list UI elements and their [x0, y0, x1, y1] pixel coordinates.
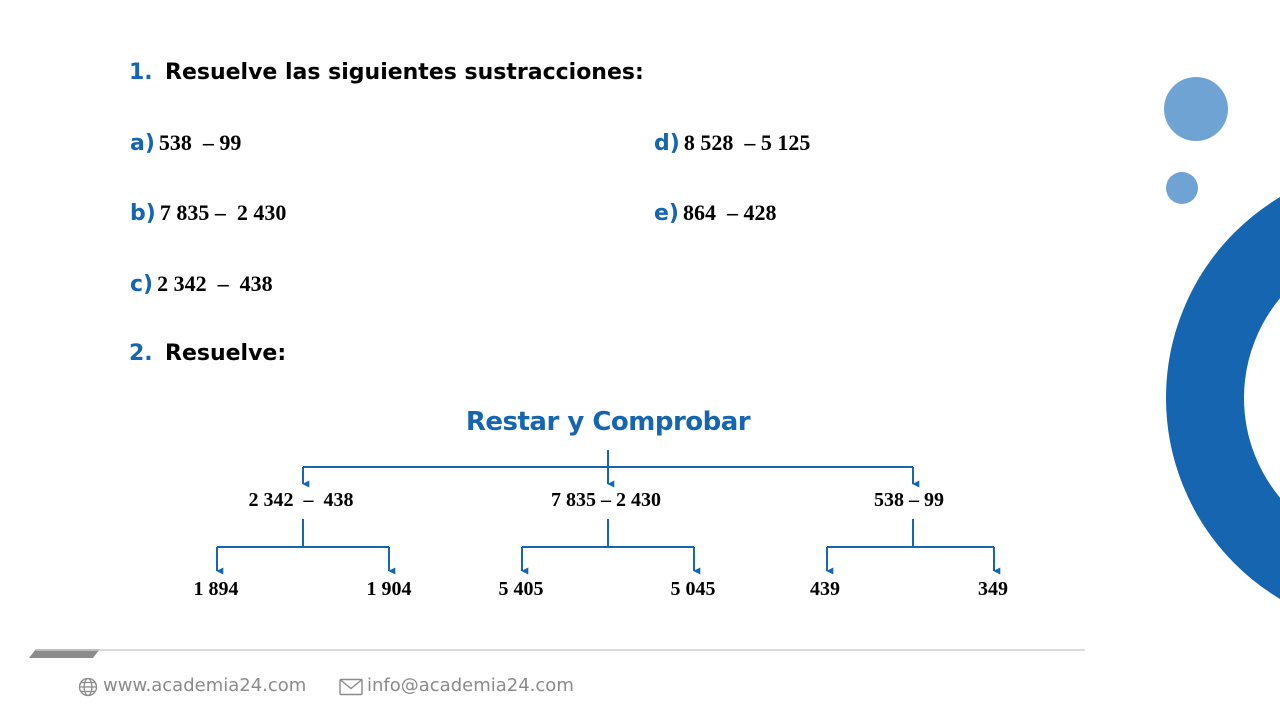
ring-decoration — [1166, 197, 1280, 599]
website-text: www.academia24.com — [103, 675, 307, 696]
envelope-icon — [339, 678, 363, 696]
diagram-title: Restar y Comprobar — [465, 407, 751, 437]
exercise-a: a) 538 – 99 — [130, 130, 241, 156]
large-dot-decoration — [1164, 77, 1228, 141]
diagram-answer-option: 1 894 — [193, 578, 239, 600]
globe-icon — [78, 677, 98, 697]
exercise-expression: 538 – 99 — [158, 130, 242, 155]
exercise-expression: 2 342 – 438 — [157, 271, 273, 296]
exercise-label: e) — [654, 201, 679, 226]
diagram-node-expression: 7 835 – 2 430 — [551, 489, 661, 511]
exercise-label: d) — [654, 131, 680, 156]
section-2-title: Resuelve: — [165, 341, 287, 366]
diagram-answer-option: 1 904 — [366, 578, 412, 600]
exercise-expression: 7 835 – 2 430 — [159, 200, 287, 225]
diagram-answer-option: 349 — [978, 578, 1008, 600]
section-1-number: 1. — [129, 60, 153, 85]
diagram-answer-option: 5 045 — [670, 578, 716, 600]
exercise-label: a) — [130, 131, 155, 156]
section-1-title: Resuelve las siguientes sustracciones: — [165, 60, 644, 85]
email-text: info@academia24.com — [367, 675, 574, 696]
exercise-c: c) 2 342 – 438 — [130, 271, 273, 297]
exercise-b: b) 7 835 – 2 430 — [130, 200, 286, 226]
exercise-expression: 864 – 428 — [682, 200, 777, 225]
exercise-label: c) — [130, 272, 154, 297]
section-2-number: 2. — [129, 341, 153, 366]
exercise-expression: 8 528 – 5 125 — [683, 130, 811, 155]
exercise-e: e) 864 – 428 — [654, 200, 776, 226]
diagram-node-expression: 538 – 99 — [874, 489, 944, 511]
diagram-node-expression: 2 342 – 438 — [248, 489, 354, 511]
exercise-label: b) — [130, 201, 156, 226]
diagram-answer-option: 439 — [810, 578, 840, 600]
footer-accent-bar — [29, 649, 100, 658]
exercise-d: d) 8 528 – 5 125 — [654, 130, 810, 156]
section-2-heading: 2. Resuelve: — [129, 341, 286, 366]
small-dot-decoration — [1166, 172, 1198, 204]
diagram-answer-option: 5 405 — [498, 578, 544, 600]
section-1-heading: 1. Resuelve las siguientes sustracciones: — [129, 60, 644, 85]
